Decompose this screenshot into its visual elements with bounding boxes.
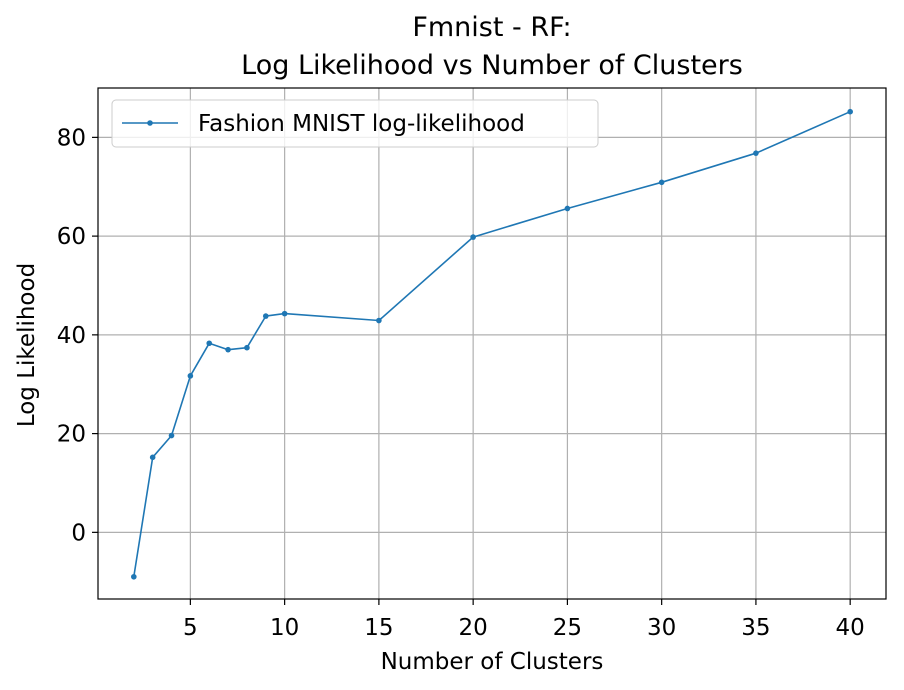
data-point (658, 179, 665, 186)
data-point (470, 234, 476, 240)
data-point (168, 432, 175, 439)
x-tick-label: 10 (270, 615, 299, 641)
x-tick-label: 25 (553, 615, 582, 641)
x-tick-label: 20 (459, 615, 488, 641)
data-point (225, 346, 231, 353)
x-tick-label: 30 (647, 615, 676, 641)
series-layer (131, 108, 853, 580)
data-point (149, 454, 156, 461)
data-point (564, 205, 571, 212)
legend: Fashion MNIST log-likelihood (111, 99, 599, 148)
y-tick-label: 40 (57, 323, 86, 349)
data-point (753, 150, 759, 156)
chart-title-line-1: Fmnist - RF: (412, 12, 571, 43)
x-tick-label: 15 (364, 615, 393, 641)
plot-area-frame (97, 87, 887, 600)
data-point (262, 313, 269, 319)
legend-label: Fashion MNIST log-likelihood (198, 111, 525, 137)
data-point (244, 344, 250, 351)
y-axis-label: Log Likelihood (14, 263, 40, 427)
legend-marker-swatch (147, 120, 153, 126)
data-point (281, 310, 288, 317)
axis-ticks: 5 10 15 20 25 30 35 40 0 20 40 60 80 (57, 125, 865, 641)
x-axis-label: Number of Clusters (381, 649, 604, 675)
series-line (133, 110, 851, 577)
y-tick-label: 80 (57, 125, 86, 151)
data-point (376, 317, 382, 324)
legend-box (111, 99, 599, 148)
grid-lines (98, 88, 886, 599)
y-tick-label: 20 (57, 422, 86, 448)
data-point (206, 340, 213, 347)
chart-title-line-2: Log Likelihood vs Number of Clusters (241, 50, 743, 81)
data-point (131, 573, 137, 580)
data-point (847, 108, 853, 115)
y-tick-label: 0 (71, 520, 86, 546)
x-tick-label: 35 (741, 615, 770, 641)
x-tick-label: 5 (183, 615, 198, 641)
x-tick-label: 40 (836, 615, 865, 641)
data-point (187, 373, 194, 379)
y-tick-label: 60 (57, 224, 86, 250)
